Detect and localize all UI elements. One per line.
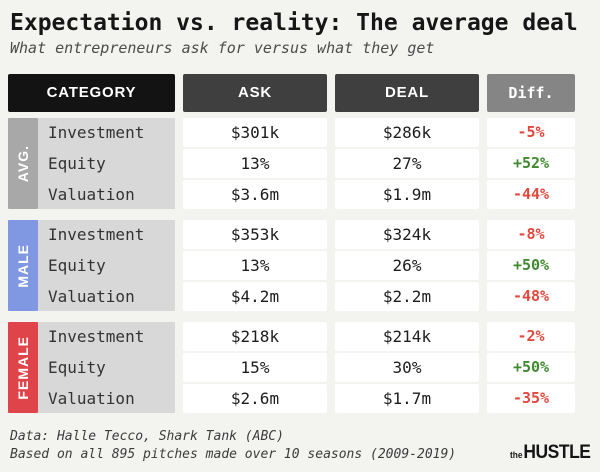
category-column: AVG. Investment Equity Valuation — [8, 118, 175, 209]
deal-value: $214k — [335, 322, 479, 351]
row-label: Equity — [48, 154, 106, 173]
diff-column: -2% +50% -35% — [487, 322, 575, 413]
category-column: FEMALE Investment Equity Valuation — [8, 322, 175, 413]
ask-value: $4.2m — [183, 282, 327, 311]
deal-value: $1.7m — [335, 384, 479, 413]
group-label-bar: MALE — [8, 220, 38, 311]
ask-value: 13% — [183, 149, 327, 178]
category-labels: Investment Equity Valuation — [38, 322, 175, 413]
diff-value: -5% — [487, 118, 575, 147]
group-label: AVG. — [15, 144, 31, 183]
ask-column: $301k 13% $3.6m — [183, 118, 327, 209]
diff-value: +50% — [487, 251, 575, 280]
hustle-logo: the HUSTLE — [510, 442, 591, 464]
row-label: Valuation — [48, 389, 135, 408]
table-section-female: FEMALE Investment Equity Valuation $218k… — [8, 322, 592, 413]
ask-column: $218k 15% $2.6m — [183, 322, 327, 413]
diff-value: +52% — [487, 149, 575, 178]
page-title: Expectation vs. reality: The average dea… — [10, 10, 578, 36]
category-labels: Investment Equity Valuation — [38, 118, 175, 209]
category-column: MALE Investment Equity Valuation — [8, 220, 175, 311]
group-label-bar: AVG. — [8, 118, 38, 209]
footer: Data: Halle Tecco, Shark Tank (ABC) Base… — [10, 428, 590, 464]
deal-value: $1.9m — [335, 180, 479, 209]
diff-value: -35% — [487, 384, 575, 413]
source-line: Data: Halle Tecco, Shark Tank (ABC) — [10, 429, 284, 444]
category-labels: Investment Equity Valuation — [38, 220, 175, 311]
diff-value: -2% — [487, 322, 575, 351]
deal-column: $214k 30% $1.7m — [335, 322, 479, 413]
deal-value: $2.2m — [335, 282, 479, 311]
page-subtitle: What entrepreneurs ask for versus what t… — [10, 39, 435, 57]
ask-value: $301k — [183, 118, 327, 147]
diff-column: -5% +52% -44% — [487, 118, 575, 209]
deal-value: $324k — [335, 220, 479, 249]
diff-value: -8% — [487, 220, 575, 249]
infographic-page: Expectation vs. reality: The average dea… — [0, 8, 600, 472]
ask-value: $2.6m — [183, 384, 327, 413]
note-line: Based on all 895 pitches made over 10 se… — [10, 447, 457, 462]
ask-value: $3.6m — [183, 180, 327, 209]
row-label: Valuation — [48, 185, 135, 204]
ask-value: 15% — [183, 353, 327, 382]
ask-column: $353k 13% $4.2m — [183, 220, 327, 311]
table-section-avg: AVG. Investment Equity Valuation $301k 1… — [8, 118, 592, 209]
header-deal: DEAL — [335, 74, 479, 112]
row-label: Investment — [48, 123, 145, 142]
diff-value: -44% — [487, 180, 575, 209]
row-label: Investment — [48, 225, 145, 244]
logo-the-text: the — [509, 450, 522, 460]
deal-value: 27% — [335, 149, 479, 178]
header-diff: Diff. — [487, 74, 575, 112]
row-label: Equity — [48, 256, 106, 275]
ask-value: $353k — [183, 220, 327, 249]
deal-column: $286k 27% $1.9m — [335, 118, 479, 209]
group-label: MALE — [15, 243, 31, 288]
deal-value: 26% — [335, 251, 479, 280]
diff-column: -8% +50% -48% — [487, 220, 575, 311]
table-section-male: MALE Investment Equity Valuation $353k 1… — [8, 220, 592, 311]
diff-value: -48% — [487, 282, 575, 311]
row-label: Valuation — [48, 287, 135, 306]
logo-hustle-text: HUSTLE — [522, 442, 591, 463]
row-label: Investment — [48, 327, 145, 346]
source-notes: Data: Halle Tecco, Shark Tank (ABC) Base… — [10, 428, 456, 464]
deal-value: $286k — [335, 118, 479, 147]
header-ask: ASK — [183, 74, 327, 112]
group-label: FEMALE — [15, 335, 31, 400]
deal-value: 30% — [335, 353, 479, 382]
deal-table: CATEGORY ASK DEAL Diff. AVG. Investment … — [8, 74, 592, 413]
row-label: Equity — [48, 358, 106, 377]
group-label-bar: FEMALE — [8, 322, 38, 413]
ask-value: $218k — [183, 322, 327, 351]
deal-column: $324k 26% $2.2m — [335, 220, 479, 311]
header-category: CATEGORY — [8, 74, 175, 112]
ask-value: 13% — [183, 251, 327, 280]
table-header-row: CATEGORY ASK DEAL Diff. — [8, 74, 592, 112]
diff-value: +50% — [487, 353, 575, 382]
